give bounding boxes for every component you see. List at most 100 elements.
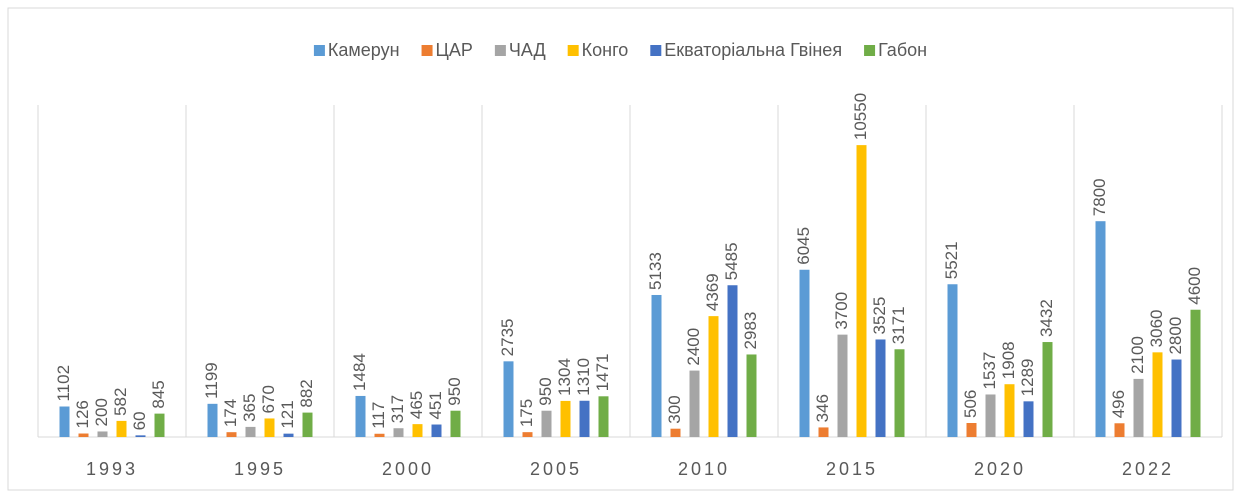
bar	[799, 269, 810, 437]
data-label: 3432	[1037, 299, 1056, 337]
bar	[1004, 384, 1015, 437]
bar	[245, 426, 256, 437]
data-label: 950	[536, 377, 555, 405]
bar	[393, 428, 404, 437]
data-label: 670	[259, 385, 278, 413]
data-label: 3171	[889, 306, 908, 344]
bar	[947, 284, 958, 437]
bar	[302, 412, 313, 437]
data-label: 317	[388, 395, 407, 423]
bar	[1190, 309, 1201, 437]
bar	[746, 354, 757, 437]
data-label: 950	[445, 377, 464, 405]
data-label: 582	[111, 388, 130, 416]
legend-label: Камерун	[328, 40, 400, 60]
data-label: 845	[149, 380, 168, 408]
data-label: 60	[130, 411, 149, 430]
data-label: 3700	[832, 292, 851, 330]
legend-label: Габон	[878, 40, 927, 60]
bar	[966, 423, 977, 437]
data-label: 10550	[851, 93, 870, 140]
bar	[985, 394, 996, 437]
legend-swatch	[650, 45, 662, 56]
data-label: 1484	[350, 353, 369, 391]
legend-swatch	[864, 45, 876, 56]
data-label: 5133	[646, 252, 665, 290]
bar	[522, 432, 533, 437]
data-label: 2983	[741, 312, 760, 350]
bar	[837, 334, 848, 437]
bar	[1042, 342, 1053, 437]
data-label: 2400	[684, 328, 703, 366]
bar	[135, 435, 146, 437]
bar	[1171, 359, 1182, 437]
bar	[708, 316, 719, 437]
data-label: 465	[407, 391, 426, 419]
data-label: 506	[961, 390, 980, 418]
legend: Камерун ЦАР ЧАД Конго Екваторіальна Гвінея Га…	[313, 40, 927, 60]
x-tick-label: 1995	[234, 459, 286, 479]
bar	[689, 370, 700, 437]
bar	[579, 400, 590, 437]
data-label: 1199	[202, 362, 221, 399]
bar	[97, 431, 108, 437]
data-label: 5521	[942, 241, 961, 279]
data-label: 365	[240, 394, 259, 422]
bar	[116, 420, 127, 437]
bar	[598, 396, 609, 437]
bar	[450, 410, 461, 437]
data-label: 200	[92, 398, 111, 426]
data-label: 3525	[870, 297, 889, 335]
bar	[875, 339, 886, 437]
bar	[1095, 221, 1106, 437]
data-label: 346	[813, 394, 832, 422]
bar	[412, 424, 423, 437]
x-tick-label: 2015	[826, 459, 878, 479]
data-label: 2735	[498, 319, 517, 357]
bar	[894, 349, 905, 437]
bar	[226, 432, 237, 437]
legend-label: Конго	[582, 40, 629, 60]
data-label: 496	[1109, 390, 1128, 418]
data-label: 4600	[1185, 267, 1204, 305]
legend-label: ЦАР	[436, 40, 473, 60]
bar	[1114, 423, 1125, 437]
bar	[856, 145, 867, 437]
x-tick-label: 1993	[86, 459, 138, 479]
data-label: 175	[517, 399, 536, 427]
data-label: 174	[221, 399, 240, 427]
bar	[283, 433, 294, 437]
x-tick-label: 2010	[678, 459, 730, 479]
data-label: 6045	[794, 227, 813, 265]
data-label: 1102	[54, 365, 73, 402]
bar	[1023, 401, 1034, 437]
bar	[355, 395, 366, 437]
legend-swatch	[567, 45, 579, 56]
legend-label: Екваторіальна Гвінея	[664, 40, 842, 60]
bar	[1133, 378, 1144, 437]
data-label: 4369	[703, 273, 722, 311]
data-label: 1908	[999, 341, 1018, 379]
data-label: 5485	[722, 242, 741, 280]
data-label: 2100	[1128, 336, 1147, 374]
data-label: 300	[665, 395, 684, 423]
bar	[651, 294, 662, 437]
bar	[207, 403, 218, 437]
data-label: 117	[369, 402, 388, 429]
data-label: 1289	[1018, 359, 1037, 397]
bar	[541, 410, 552, 437]
bar	[59, 406, 70, 437]
data-label: 1537	[980, 352, 999, 390]
bar	[78, 433, 89, 437]
x-tick-label: 2020	[974, 459, 1026, 479]
bar	[727, 285, 738, 437]
data-label: 3060	[1147, 310, 1166, 348]
bar	[264, 418, 275, 437]
bar	[431, 424, 442, 437]
data-label: 121	[278, 400, 297, 428]
data-label: 1471	[593, 353, 612, 391]
x-tick-label: 2005	[530, 459, 582, 479]
data-label: 1310	[574, 358, 593, 396]
bar	[560, 400, 571, 437]
